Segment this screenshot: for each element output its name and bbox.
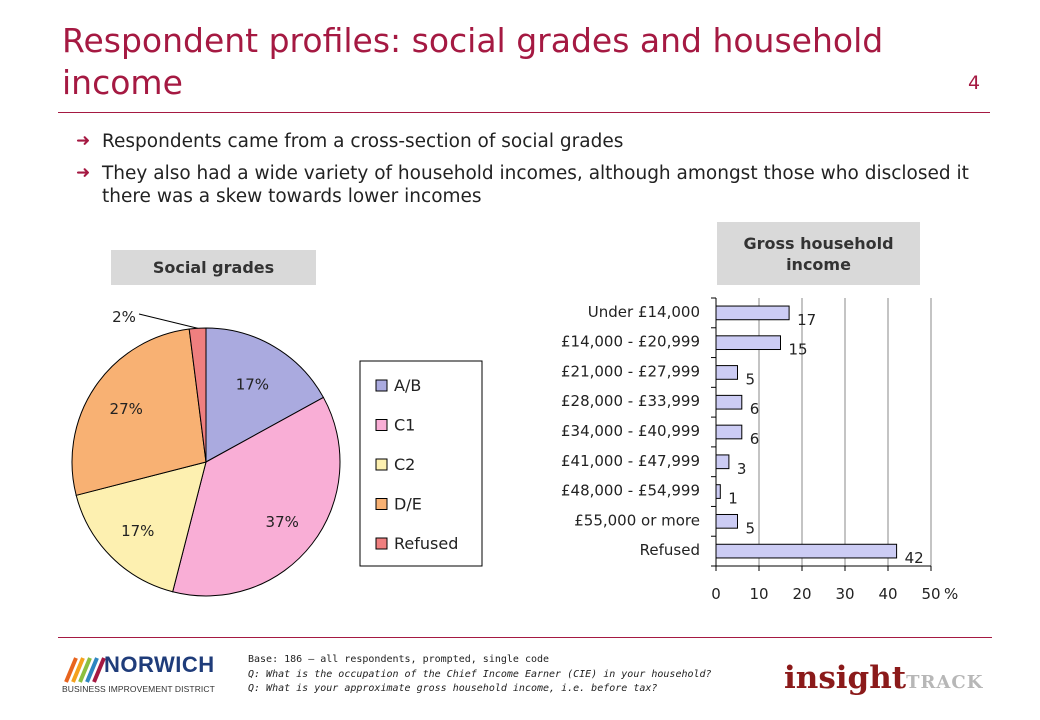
x-tick-label-40: 40 [878, 585, 897, 603]
x-tick-label-0: 0 [711, 585, 721, 603]
category-label-refused: Refused [640, 541, 700, 559]
income-label: Gross household income [717, 222, 920, 285]
bar-value-21-000-27-999: 5 [746, 370, 756, 388]
x-tick-label-10: 10 [749, 585, 768, 603]
pie-label-d-e: 27% [110, 400, 143, 418]
bullet-text: Respondents came from a cross-section of… [102, 131, 624, 152]
legend-swatch-c2 [375, 458, 388, 471]
bar-34-000-40-999 [715, 424, 743, 440]
right-arrow-icon: ➜ [76, 163, 91, 183]
footer-notes: Base: 186 – all respondents, prompted, s… [248, 653, 712, 697]
base-note: Base: 186 – all respondents, prompted, s… [248, 654, 550, 665]
category-label-28-000-33-999: £28,000 - £33,999 [561, 392, 700, 410]
pie-label-refused: 2% [112, 308, 136, 326]
right-arrow-icon: ➜ [76, 131, 91, 151]
bullet-item: ➜ Respondents came from a cross-section … [76, 130, 996, 153]
legend-label-c2: C2 [394, 455, 415, 474]
insight-track-logo: insightTRACK [784, 660, 983, 696]
pie-slice-a-b [205, 327, 325, 463]
x-tick-label-30: 30 [835, 585, 854, 603]
bar-value-refused: 42 [905, 549, 924, 567]
bar-21-000-27-999 [715, 365, 738, 380]
legend-swatch-a-b [375, 379, 388, 392]
bar-55-000-or-more [715, 513, 738, 529]
bullet-item: ➜ They also had a wide variety of househ… [76, 162, 996, 208]
bar-28-000-33-999 [715, 394, 743, 410]
track-wordmark: TRACK [906, 672, 984, 693]
pie-legend: A/B C1 C2 D/E Refused [375, 376, 458, 553]
category-label-under-14-000: Under £14,000 [588, 303, 700, 321]
title-divider [58, 112, 990, 113]
legend-swatch-c1 [375, 419, 388, 431]
pie-slice-d-e [71, 328, 207, 496]
category-label-14-000-20-999: £14,000 - £20,999 [561, 333, 700, 351]
category-label-21-000-27-999: £21,000 - £27,999 [561, 362, 700, 380]
legend-label-a-b: A/B [394, 376, 421, 395]
legend-box [359, 360, 483, 567]
category-label-55-000-or-more: £55,000 or more [574, 511, 700, 529]
footer-divider [58, 637, 992, 638]
pie-label-c2: 17% [121, 522, 154, 540]
legend-label-d-e: D/E [394, 495, 422, 514]
category-label-41-000-47-999: £41,000 - £47,999 [561, 452, 700, 470]
bullet-list: ➜ Respondents came from a cross-section … [76, 130, 996, 217]
bar-value-34-000-40-999: 6 [750, 430, 760, 448]
legend-label-refused: Refused [394, 534, 458, 553]
bar-value-14-000-20-999: 15 [789, 341, 808, 359]
question-cie: Q: What is the occupation of the Chief I… [248, 668, 712, 680]
norwich-bid-logo: NORWICH BUSINESS IMPROVEMENT DISTRICT [60, 650, 215, 700]
pie-slice-c1 [172, 396, 341, 597]
social-grades-pie: 17% 37% 17% 27% 2% [71, 308, 341, 597]
legend-label-c1: C1 [394, 416, 415, 435]
bar-48-000-54-999 [715, 484, 721, 499]
pie-label-a-b: 17% [236, 376, 269, 394]
legend-swatch-d-e [375, 498, 388, 510]
bar-value-55-000-or-more: 5 [746, 519, 756, 537]
pie-label-c1: 37% [266, 513, 299, 531]
slide-title: Respondent profiles: social grades and h… [62, 21, 884, 102]
category-label-48-000-54-999: £48,000 - £54,999 [561, 482, 700, 500]
bar-value-under-14-000: 17 [797, 311, 816, 329]
x-tick-label-20: 20 [792, 585, 811, 603]
norwich-wordmark: NORWICH [104, 652, 215, 677]
question-income: Q: What is your approximate gross househ… [248, 683, 658, 694]
bar-refused [715, 543, 898, 559]
bar-under-14-000 [715, 305, 790, 321]
category-label-34-000-40-999: £34,000 - £40,999 [561, 422, 700, 440]
legend-swatch-refused [375, 537, 388, 550]
bar-value-48-000-54-999: 1 [728, 490, 738, 508]
bar-14-000-20-999 [715, 335, 781, 351]
pie-leader-line [138, 313, 198, 329]
bullet-text: They also had a wide variety of househol… [102, 163, 969, 207]
bar-value-28-000-33-999: 6 [750, 400, 760, 418]
norwich-subtitle: BUSINESS IMPROVEMENT DISTRICT [62, 684, 215, 694]
social-grades-label: Social grades [111, 250, 316, 285]
norwich-stripes-icon [64, 657, 106, 683]
x-tick-label-50: 50 [921, 585, 940, 603]
bar-41-000-47-999 [715, 454, 730, 470]
bar-value-41-000-47-999: 3 [737, 460, 747, 478]
insight-wordmark: insight [784, 660, 907, 696]
x-axis-unit-label: % [944, 585, 958, 603]
page-number: 4 [968, 72, 981, 94]
pie-slice-c2 [75, 461, 207, 593]
